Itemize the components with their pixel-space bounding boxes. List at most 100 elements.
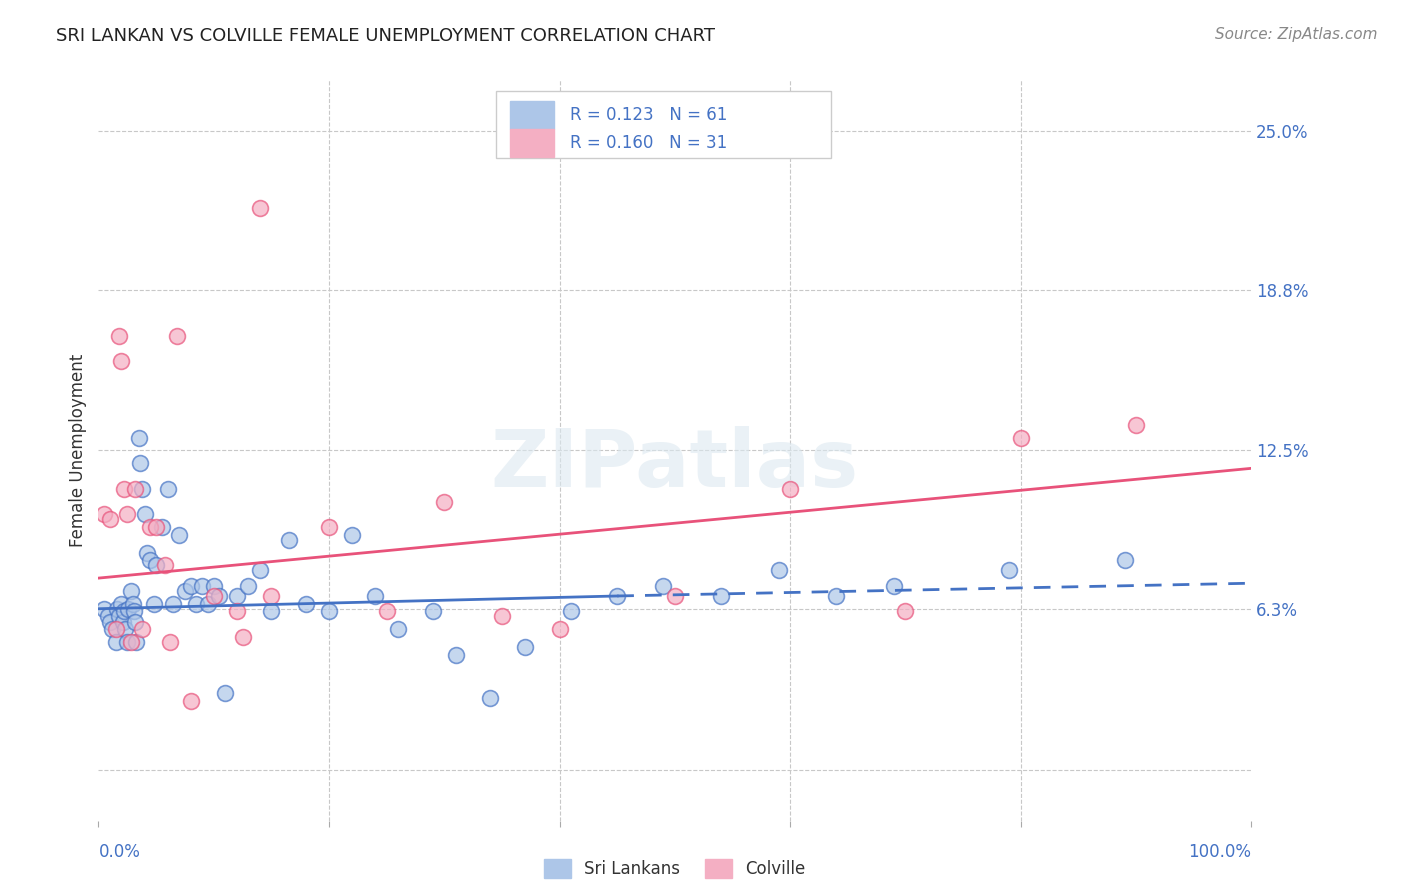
Point: [225, 604, 247, 618]
Point: [998, 564, 1021, 578]
Point: [101, 622, 124, 636]
Point: [124, 615, 146, 629]
Point: [150, 520, 173, 534]
Text: 0.0%: 0.0%: [98, 843, 141, 861]
Point: [122, 597, 145, 611]
Point: [166, 328, 188, 343]
Point: [1010, 431, 1032, 445]
Point: [710, 589, 733, 603]
Point: [513, 640, 536, 654]
Point: [117, 601, 139, 615]
Point: [108, 609, 131, 624]
Point: [249, 201, 271, 215]
Point: [606, 589, 628, 603]
Y-axis label: Female Unemployment: Female Unemployment: [69, 354, 87, 547]
Text: ZIPatlas: ZIPatlas: [491, 426, 859, 504]
Point: [249, 564, 271, 578]
Legend: Sri Lankans, Colville: Sri Lankans, Colville: [536, 850, 814, 887]
Point: [120, 635, 142, 649]
Point: [197, 597, 219, 611]
Point: [191, 579, 214, 593]
Point: [167, 527, 190, 541]
Point: [231, 630, 254, 644]
Point: [180, 693, 202, 707]
Point: [491, 609, 513, 624]
Text: R = 0.160   N = 31: R = 0.160 N = 31: [569, 135, 727, 153]
Point: [779, 482, 801, 496]
Point: [114, 622, 136, 636]
Point: [112, 482, 135, 496]
Point: [98, 615, 121, 629]
Point: [318, 520, 340, 534]
Point: [560, 604, 582, 618]
Point: [260, 604, 283, 618]
Point: [364, 589, 387, 603]
Point: [162, 597, 184, 611]
Point: [295, 597, 318, 611]
Point: [120, 583, 142, 598]
Text: Source: ZipAtlas.com: Source: ZipAtlas.com: [1215, 27, 1378, 42]
Point: [318, 604, 340, 618]
Point: [202, 589, 225, 603]
Point: [422, 604, 444, 618]
Point: [128, 431, 150, 445]
Point: [238, 579, 260, 593]
Point: [142, 597, 165, 611]
Point: [93, 508, 115, 522]
Point: [139, 520, 162, 534]
Point: [1114, 553, 1136, 567]
Point: [186, 597, 208, 611]
Point: [652, 579, 675, 593]
Point: [208, 589, 231, 603]
Point: [129, 456, 152, 470]
Point: [277, 533, 299, 547]
Point: [139, 553, 162, 567]
Point: [124, 482, 146, 496]
Point: [260, 589, 283, 603]
Point: [145, 558, 167, 573]
Point: [108, 328, 131, 343]
Point: [768, 564, 790, 578]
Point: [117, 635, 138, 649]
Point: [225, 589, 247, 603]
Point: [111, 615, 134, 629]
Point: [375, 604, 398, 618]
Point: [156, 482, 179, 496]
Point: [122, 604, 145, 618]
Point: [664, 589, 686, 603]
Point: [131, 622, 153, 636]
Point: [145, 520, 167, 534]
Bar: [510, 101, 554, 128]
Point: [433, 494, 456, 508]
Point: [387, 622, 409, 636]
Point: [444, 648, 467, 662]
Point: [340, 527, 363, 541]
Point: [174, 583, 197, 598]
Text: R = 0.123   N = 61: R = 0.123 N = 61: [569, 106, 727, 124]
Point: [110, 354, 132, 368]
Point: [110, 597, 132, 611]
Point: [131, 482, 153, 496]
Point: [112, 604, 135, 618]
Point: [135, 545, 157, 559]
Bar: [510, 129, 554, 157]
Point: [214, 686, 236, 700]
Point: [155, 558, 177, 573]
Text: 100.0%: 100.0%: [1188, 843, 1251, 861]
Point: [548, 622, 571, 636]
Point: [159, 635, 181, 649]
Point: [104, 622, 127, 636]
Point: [825, 589, 848, 603]
Point: [894, 604, 917, 618]
Point: [105, 601, 128, 615]
Point: [98, 512, 121, 526]
Point: [1125, 417, 1147, 432]
Point: [883, 579, 905, 593]
Point: [125, 635, 148, 649]
Text: SRI LANKAN VS COLVILLE FEMALE UNEMPLOYMENT CORRELATION CHART: SRI LANKAN VS COLVILLE FEMALE UNEMPLOYME…: [56, 27, 716, 45]
Point: [93, 601, 115, 615]
Point: [104, 635, 127, 649]
Point: [479, 691, 502, 706]
Point: [202, 579, 225, 593]
FancyBboxPatch shape: [496, 91, 831, 158]
